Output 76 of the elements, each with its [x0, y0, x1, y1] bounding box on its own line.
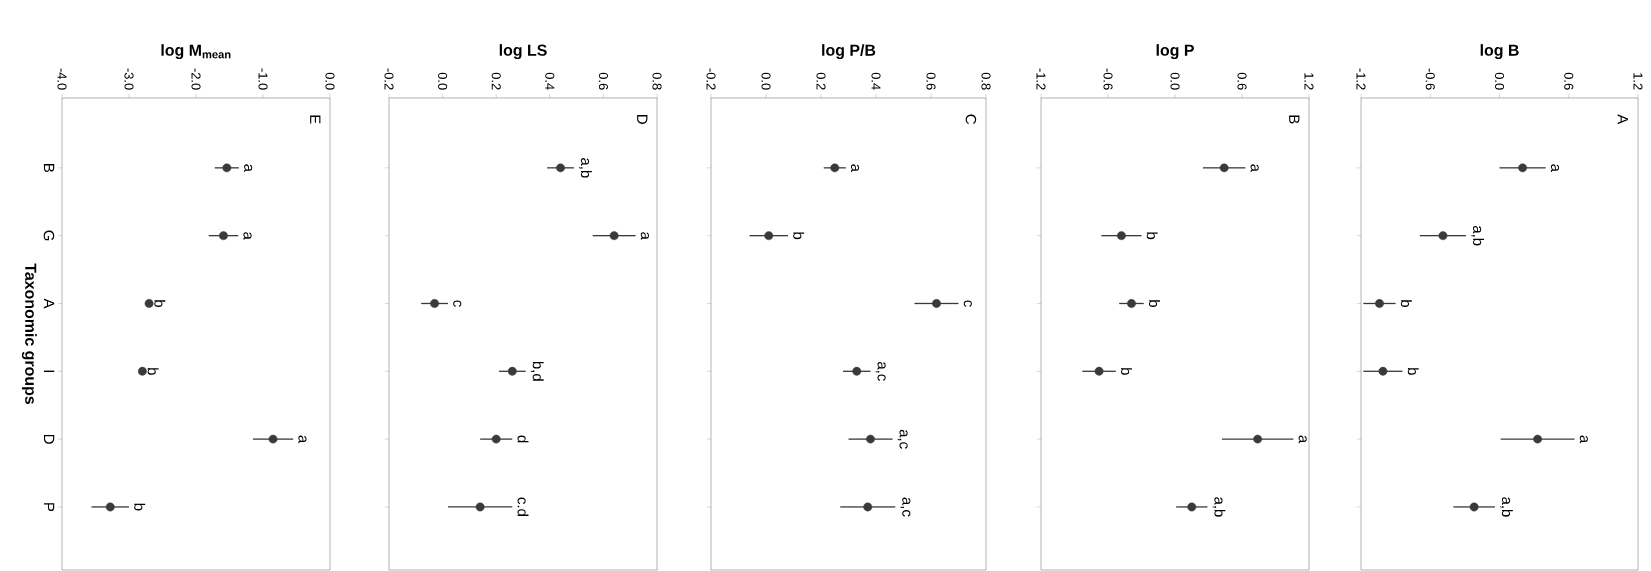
- data-label: a: [1550, 164, 1560, 173]
- x-axis-title: log LS: [499, 44, 547, 60]
- y-tick-label: D: [43, 434, 55, 444]
- x-tick-label: -3.0: [124, 68, 134, 90]
- data-label: c: [963, 300, 972, 307]
- y-axis-title: Taxonomic groups: [21, 263, 37, 405]
- x-tick-label: 0.8: [652, 72, 662, 90]
- data-label: b: [1407, 368, 1419, 375]
- x-tick-label: -0.6: [1103, 68, 1113, 90]
- data-label: b: [793, 232, 805, 240]
- data-label: c.d: [517, 497, 529, 516]
- data-label: b: [1146, 232, 1158, 240]
- x-tick-label: -1.2: [1356, 68, 1366, 90]
- x-tick-label: -0.2: [384, 68, 394, 90]
- data-label: a: [298, 435, 307, 444]
- data-label: a: [640, 232, 649, 240]
- data-label: b: [154, 300, 166, 308]
- data-label: b: [1400, 300, 1412, 308]
- data-label: a,b: [1212, 497, 1226, 517]
- x-axis-title: log M$_{mean}$: [161, 44, 231, 60]
- y-tick-label: P: [43, 503, 55, 512]
- annotation: C: [965, 114, 977, 125]
- y-tick-label: A: [43, 298, 55, 309]
- x-tick-label: 0.6: [1237, 72, 1247, 90]
- x-axis-title: log P/B: [822, 44, 876, 60]
- data-label: a: [1250, 164, 1259, 172]
- data-label: a: [244, 164, 253, 172]
- data-label: b,d: [530, 361, 544, 381]
- data-label: b: [134, 503, 146, 511]
- data-label: b: [1121, 368, 1132, 375]
- data-label: a,c: [875, 361, 886, 381]
- data-label: a,c: [900, 497, 911, 517]
- data-label: d: [517, 435, 529, 443]
- data-label: a,b: [579, 158, 592, 178]
- annotation: D: [637, 115, 648, 124]
- x-tick-label: 0.4: [871, 72, 881, 90]
- x-tick-label: 0.8: [981, 72, 991, 90]
- x-tick-label: 0.4: [545, 72, 555, 90]
- x-tick-label: -4.0: [57, 68, 67, 90]
- x-tick-label: -1.2: [1036, 68, 1046, 90]
- y-tick-label: I: [43, 370, 55, 372]
- x-tick-label: 0.0: [438, 72, 448, 90]
- point: [144, 299, 154, 308]
- data-label: a: [850, 164, 860, 172]
- x-tick-label: -0.6: [1425, 68, 1435, 90]
- x-axis-title: log B: [1480, 44, 1519, 60]
- data-label: b: [147, 368, 159, 375]
- data-label: a: [1579, 435, 1588, 444]
- data-label: c: [453, 300, 462, 307]
- point: [138, 366, 147, 376]
- annotation: E: [310, 115, 321, 124]
- data-label: a,b: [1471, 225, 1484, 246]
- x-tick-label: -1.0: [258, 68, 268, 90]
- x-tick-label: -0.2: [706, 68, 716, 90]
- x-tick-label: -2.0: [191, 68, 201, 90]
- data-label: a: [243, 232, 252, 240]
- x-tick-label: 1.2: [1633, 73, 1643, 90]
- x-tick-label: 0.2: [491, 72, 501, 90]
- data-label: a,c: [897, 429, 908, 449]
- x-axis-title: log P: [1156, 44, 1194, 60]
- x-tick-label: 0.6: [598, 72, 608, 90]
- annotation: B: [1289, 115, 1300, 124]
- x-tick-label: 0.0: [761, 72, 771, 90]
- x-tick-label: 0.6: [1564, 72, 1574, 90]
- x-tick-label: 0.2: [816, 72, 826, 90]
- y-tick-label: G: [43, 230, 55, 241]
- x-tick-label: 1.2: [1304, 73, 1314, 90]
- y-tick-label: B: [43, 164, 55, 173]
- annotation: A: [1617, 114, 1628, 125]
- x-tick-label: 0.0: [1170, 72, 1180, 90]
- x-tick-label: 0.6: [926, 72, 936, 90]
- x-tick-label: 0.0: [325, 72, 335, 90]
- data-label: a: [1298, 435, 1307, 444]
- data-label: a,b: [1500, 497, 1513, 517]
- x-tick-label: 0.0: [1494, 72, 1505, 90]
- data-label: b: [1148, 300, 1160, 308]
